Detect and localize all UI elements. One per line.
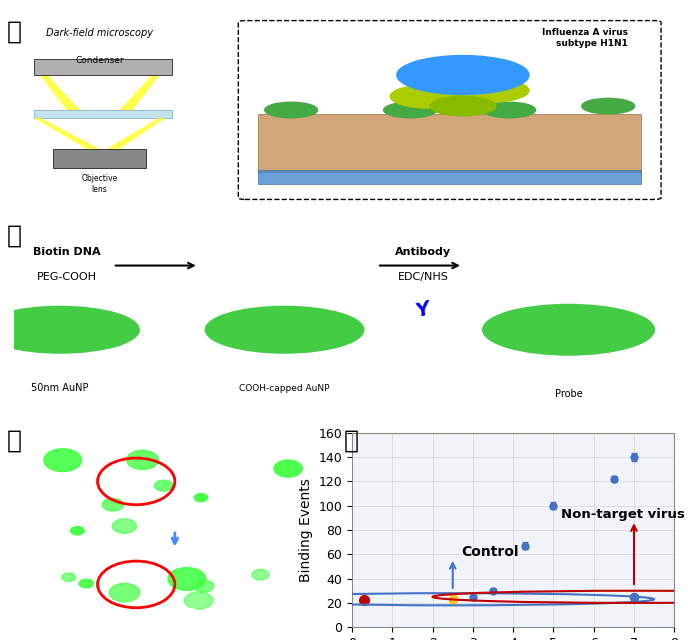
Bar	[34, 110, 172, 118]
Circle shape	[44, 449, 82, 472]
Circle shape	[184, 592, 213, 609]
FancyBboxPatch shape	[238, 20, 661, 200]
Circle shape	[127, 451, 158, 470]
Circle shape	[483, 102, 535, 118]
Circle shape	[62, 573, 76, 582]
Circle shape	[384, 102, 436, 118]
Text: 나: 나	[7, 224, 22, 248]
Text: Objective
lens: Objective lens	[81, 174, 118, 193]
Text: Probe: Probe	[555, 389, 583, 399]
Circle shape	[274, 460, 302, 477]
Circle shape	[168, 568, 206, 591]
Bar	[258, 114, 641, 172]
Circle shape	[155, 480, 173, 491]
Circle shape	[112, 519, 136, 533]
Text: Biotin DNA: Biotin DNA	[33, 247, 100, 257]
Text: Y: Y	[414, 300, 433, 321]
Polygon shape	[106, 118, 166, 149]
Circle shape	[430, 97, 496, 116]
Circle shape	[397, 56, 529, 95]
Text: 50nm AuNP: 50nm AuNP	[31, 383, 89, 393]
Text: Monomer: Monomer	[142, 514, 208, 527]
Text: Dark-field microscopy: Dark-field microscopy	[46, 28, 153, 38]
Text: EDC/NHS: EDC/NHS	[398, 272, 449, 282]
Text: Influenza A virus
subtype H1N1: Influenza A virus subtype H1N1	[542, 28, 628, 48]
Text: Non-target virus: Non-target virus	[561, 508, 685, 521]
Text: Control: Control	[461, 545, 518, 559]
Circle shape	[582, 99, 634, 114]
Circle shape	[103, 499, 123, 511]
Text: PEG-COOH: PEG-COOH	[36, 272, 96, 282]
Bar	[258, 170, 641, 184]
Polygon shape	[120, 67, 166, 110]
Circle shape	[109, 583, 140, 602]
Circle shape	[0, 307, 139, 353]
Circle shape	[79, 579, 94, 588]
Text: 가: 가	[7, 19, 22, 44]
Polygon shape	[34, 67, 80, 110]
Text: Condenser: Condenser	[75, 56, 124, 65]
Text: 다: 다	[7, 429, 22, 453]
Circle shape	[483, 305, 654, 355]
Bar	[54, 149, 146, 168]
Text: Dimer: Dimer	[154, 605, 196, 618]
Circle shape	[205, 307, 364, 353]
Circle shape	[390, 84, 469, 108]
Circle shape	[265, 102, 318, 118]
Circle shape	[450, 79, 529, 102]
Circle shape	[71, 527, 85, 535]
Circle shape	[252, 570, 269, 580]
Circle shape	[194, 493, 208, 502]
Text: COOH-capped AuNP: COOH-capped AuNP	[239, 383, 330, 392]
Text: Antibody: Antibody	[395, 247, 451, 257]
Text: 라: 라	[344, 429, 359, 453]
Y-axis label: Binding Events: Binding Events	[299, 478, 313, 582]
Bar	[34, 60, 172, 75]
Circle shape	[193, 580, 214, 592]
Polygon shape	[34, 118, 100, 149]
